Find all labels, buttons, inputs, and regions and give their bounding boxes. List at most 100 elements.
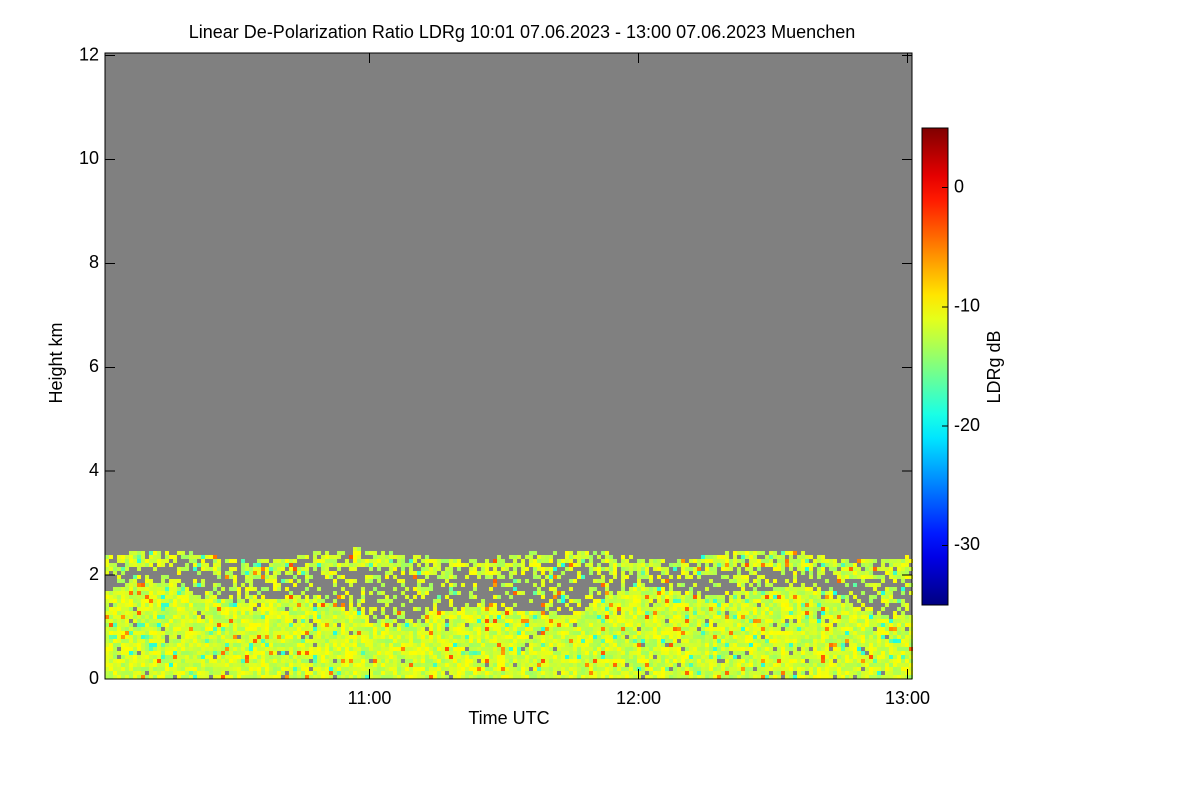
field-cell [273, 639, 277, 643]
field-cell [293, 603, 297, 607]
field-cell [213, 567, 217, 571]
field-cell [753, 635, 757, 639]
field-cell [473, 623, 477, 627]
field-cell [209, 655, 213, 659]
field-cell [329, 651, 333, 655]
field-cell [621, 567, 625, 571]
field-cell [481, 675, 485, 679]
field-cell [865, 663, 869, 667]
field-cell [701, 651, 705, 655]
field-cell [273, 619, 277, 623]
field-cell [133, 595, 137, 599]
field-cell [453, 575, 457, 579]
field-cell [693, 663, 697, 667]
field-cell [437, 615, 441, 619]
field-cell [453, 643, 457, 647]
field-cell [425, 555, 429, 559]
field-cell [193, 643, 197, 647]
field-cell [561, 643, 565, 647]
field-cell [433, 627, 437, 631]
field-cell [645, 575, 649, 579]
field-cell [305, 575, 309, 579]
field-cell [617, 635, 621, 639]
field-cell [133, 619, 137, 623]
field-cell [233, 647, 237, 651]
field-cell [805, 555, 809, 559]
field-cell [793, 635, 797, 639]
field-cell [149, 595, 153, 599]
field-cell [569, 651, 573, 655]
field-cell [833, 631, 837, 635]
field-cell [133, 575, 137, 579]
field-cell [245, 627, 249, 631]
field-cell [261, 639, 265, 643]
field-cell [325, 603, 329, 607]
field-cell [473, 675, 477, 679]
field-cell [593, 675, 597, 679]
field-cell [629, 587, 633, 591]
field-cell [725, 651, 729, 655]
field-cell [545, 663, 549, 667]
field-cell [589, 559, 593, 563]
field-cell [605, 643, 609, 647]
field-cell [881, 675, 885, 679]
field-cell [793, 607, 797, 611]
field-cell [181, 623, 185, 627]
field-cell [317, 651, 321, 655]
field-cell [721, 599, 725, 603]
field-cell [585, 643, 589, 647]
field-cell [109, 651, 113, 655]
field-cell [677, 627, 681, 631]
field-cell [149, 583, 153, 587]
field-cell [437, 575, 441, 579]
field-cell [121, 671, 125, 675]
field-cell [765, 671, 769, 675]
field-cell [437, 627, 441, 631]
field-cell [669, 635, 673, 639]
field-cell [905, 555, 909, 559]
field-cell [169, 659, 173, 663]
field-cell [573, 619, 577, 623]
field-cell [713, 675, 717, 679]
field-cell [173, 603, 177, 607]
field-cell [541, 631, 545, 635]
field-cell [257, 567, 261, 571]
field-cell [901, 667, 905, 671]
field-cell [697, 655, 701, 659]
field-cell [789, 663, 793, 667]
field-cell [601, 663, 605, 667]
field-cell [901, 631, 905, 635]
field-cell [789, 627, 793, 631]
field-cell [677, 607, 681, 611]
field-cell [349, 655, 353, 659]
field-cell [241, 607, 245, 611]
field-cell [793, 611, 797, 615]
field-cell [537, 659, 541, 663]
field-cell [761, 607, 765, 611]
field-cell [501, 611, 505, 615]
field-cell [429, 643, 433, 647]
field-cell [553, 659, 557, 663]
field-cell [637, 631, 641, 635]
field-cell [761, 647, 765, 651]
field-cell [701, 659, 705, 663]
field-cell [205, 567, 209, 571]
field-cell [265, 571, 269, 575]
field-cell [689, 559, 693, 563]
field-cell [545, 623, 549, 627]
field-cell [765, 623, 769, 627]
field-cell [681, 639, 685, 643]
field-cell [369, 639, 373, 643]
field-cell [105, 567, 109, 571]
field-cell [661, 675, 665, 679]
field-cell [193, 663, 197, 667]
field-cell [397, 631, 401, 635]
field-cell [889, 651, 893, 655]
field-cell [785, 643, 789, 647]
field-cell [253, 675, 257, 679]
field-cell [717, 647, 721, 651]
field-cell [433, 663, 437, 667]
field-cell [377, 639, 381, 643]
field-cell [657, 623, 661, 627]
field-cell [853, 655, 857, 659]
